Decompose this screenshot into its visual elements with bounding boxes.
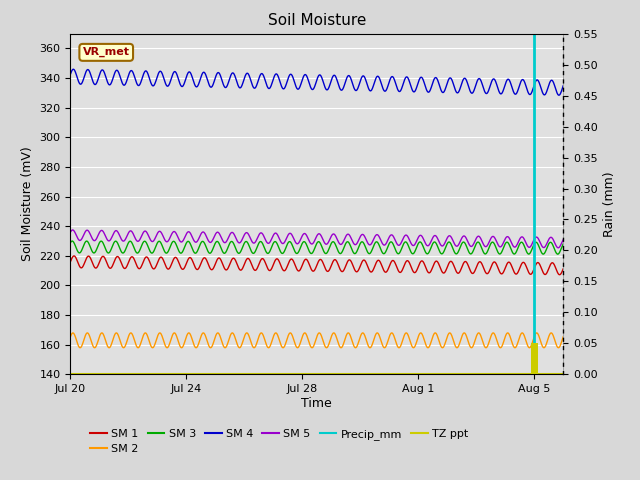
SM 1	[92, 265, 100, 271]
Line: SM 2: SM 2	[70, 333, 563, 348]
SM 4	[455, 89, 463, 95]
SM 1	[67, 259, 74, 264]
SM 4	[67, 72, 74, 77]
SM 5	[68, 227, 76, 233]
Y-axis label: Soil Moisture (mV): Soil Moisture (mV)	[21, 146, 34, 262]
Text: VR_met: VR_met	[83, 47, 130, 58]
SM 5	[67, 229, 74, 235]
Line: SM 3: SM 3	[70, 241, 563, 254]
SM 3	[68, 238, 76, 244]
SM 2	[294, 345, 301, 350]
SM 1	[559, 266, 567, 272]
SM 2	[545, 332, 553, 338]
SM 5	[293, 241, 301, 247]
SM 4	[545, 81, 553, 87]
SM 5	[554, 245, 562, 251]
SM 2	[105, 345, 113, 350]
SM 4	[545, 82, 553, 88]
SM 3	[545, 240, 553, 246]
Line: SM 1: SM 1	[70, 256, 563, 275]
SM 2	[307, 343, 314, 349]
Title: Soil Moisture: Soil Moisture	[268, 13, 366, 28]
SM 4	[92, 81, 100, 87]
SM 3	[67, 240, 74, 246]
SM 5	[307, 240, 314, 246]
SM 1	[455, 270, 463, 276]
SM 3	[559, 241, 567, 247]
SM 1	[307, 264, 314, 270]
SM 4	[293, 86, 301, 92]
SM 3	[293, 251, 301, 256]
SM 2	[545, 333, 553, 338]
SM 3	[307, 250, 314, 256]
SM 1	[545, 264, 553, 270]
SM 4	[307, 84, 314, 89]
SM 2	[67, 334, 74, 340]
SM 1	[545, 265, 553, 271]
SM 1	[293, 267, 301, 273]
Line: SM 5: SM 5	[70, 230, 563, 248]
Bar	[531, 343, 538, 374]
X-axis label: Time: Time	[301, 397, 332, 410]
SM 2	[559, 334, 567, 340]
Line: SM 4: SM 4	[70, 69, 563, 95]
SM 5	[545, 236, 553, 242]
SM 5	[559, 237, 567, 242]
SM 3	[455, 248, 463, 254]
Y-axis label: Rain (mm): Rain (mm)	[604, 171, 616, 237]
Legend: SM 1, SM 2, SM 3, SM 4, SM 5, Precip_mm, TZ ppt: SM 1, SM 2, SM 3, SM 4, SM 5, Precip_mm,…	[86, 424, 473, 459]
SM 5	[92, 237, 100, 242]
SM 5	[455, 241, 463, 247]
SM 4	[559, 83, 567, 89]
SM 2	[455, 342, 463, 348]
SM 5	[545, 236, 553, 241]
SM 4	[555, 92, 563, 98]
SM 3	[545, 241, 553, 247]
SM 4	[70, 66, 77, 72]
SM 1	[556, 272, 563, 277]
SM 1	[70, 253, 78, 259]
SM 2	[92, 344, 99, 350]
SM 3	[554, 251, 562, 257]
SM 3	[92, 248, 100, 254]
SM 2	[141, 330, 149, 336]
